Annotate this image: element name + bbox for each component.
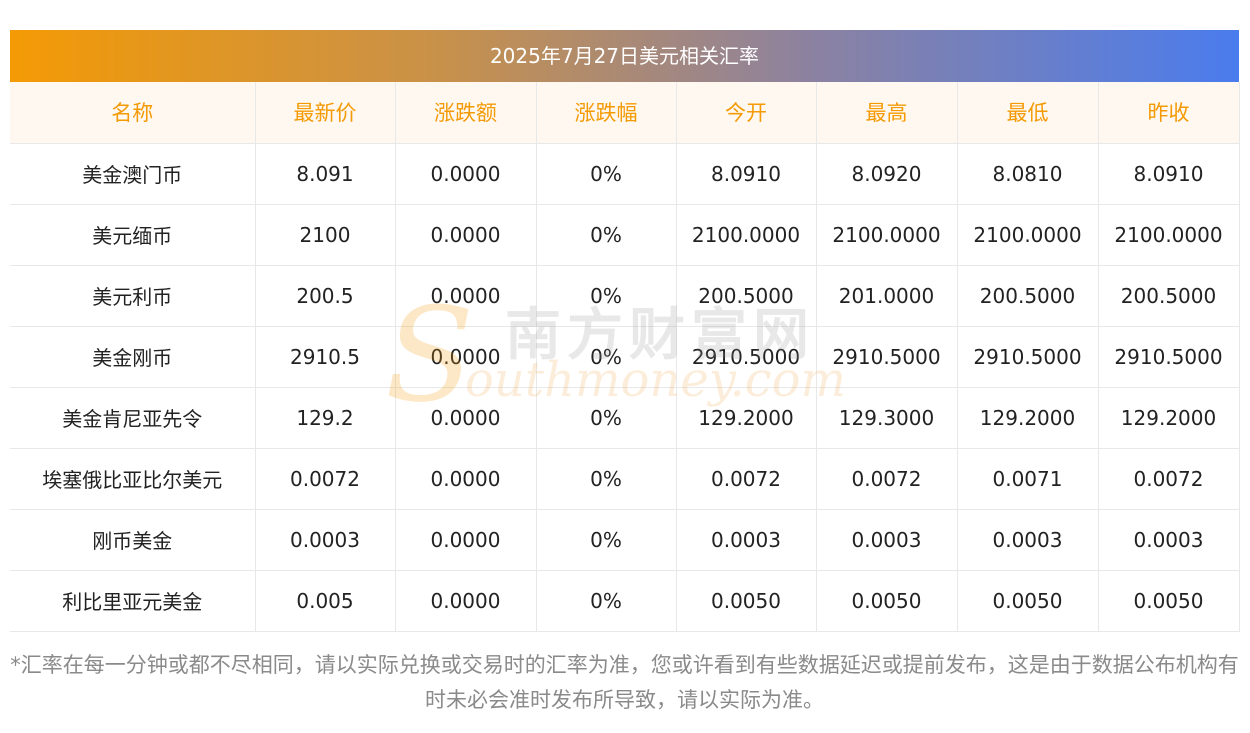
cell-prev-close: 8.0910 — [1098, 143, 1240, 205]
cell-prev-close: 0.0072 — [1098, 448, 1240, 510]
cell-name: 利比里亚元美金 — [10, 570, 256, 632]
cell-name: 埃塞俄比亚比尔美元 — [10, 448, 256, 510]
table-row: 埃塞俄比亚比尔美元 0.0072 0.0000 0% 0.0072 0.0072… — [10, 448, 1240, 510]
cell-change: 0.0000 — [395, 204, 537, 266]
cell-change: 0.0000 — [395, 387, 537, 449]
cell-name: 美元利币 — [10, 265, 256, 327]
cell-open: 0.0072 — [676, 448, 817, 510]
cell-change-pct: 0% — [536, 265, 677, 327]
cell-change: 0.0000 — [395, 143, 537, 205]
cell-low: 0.0071 — [957, 448, 1099, 510]
table-row: 美金肯尼亚先令 129.2 0.0000 0% 129.2000 129.300… — [10, 387, 1240, 449]
cell-high: 0.0072 — [816, 448, 958, 510]
cell-name: 美金澳门币 — [10, 143, 256, 205]
cell-prev-close: 0.0050 — [1098, 570, 1240, 632]
disclaimer-note: *汇率在每一分钟或都不尽相同，请以实际兑换或交易时的汇率为准，您或许看到有些数据… — [10, 653, 1239, 712]
cell-latest: 0.0072 — [255, 448, 396, 510]
cell-latest: 0.005 — [255, 570, 396, 632]
cell-latest: 8.091 — [255, 143, 396, 205]
cell-open: 8.0910 — [676, 143, 817, 205]
cell-high: 2100.0000 — [816, 204, 958, 266]
table-header-row: 名称 最新价 涨跌额 涨跌幅 今开 最高 最低 昨收 — [10, 82, 1240, 144]
cell-prev-close: 2100.0000 — [1098, 204, 1240, 266]
table-row: 美元利币 200.5 0.0000 0% 200.5000 201.0000 2… — [10, 265, 1240, 327]
cell-open: 0.0003 — [676, 509, 817, 571]
cell-latest: 2910.5 — [255, 326, 396, 388]
cell-prev-close: 0.0003 — [1098, 509, 1240, 571]
cell-change-pct: 0% — [536, 326, 677, 388]
table-row: 美金刚币 2910.5 0.0000 0% 2910.5000 2910.500… — [10, 326, 1240, 388]
cell-low: 200.5000 — [957, 265, 1099, 327]
cell-high: 129.3000 — [816, 387, 958, 449]
table-row: 美元缅币 2100 0.0000 0% 2100.0000 2100.0000 … — [10, 204, 1240, 266]
cell-name: 刚币美金 — [10, 509, 256, 571]
column-header-change-pct: 涨跌幅 — [536, 82, 677, 144]
cell-change-pct: 0% — [536, 570, 677, 632]
cell-low: 8.0810 — [957, 143, 1099, 205]
cell-high: 201.0000 — [816, 265, 958, 327]
column-header-latest: 最新价 — [255, 82, 396, 144]
column-header-prev-close: 昨收 — [1098, 82, 1240, 144]
cell-low: 0.0003 — [957, 509, 1099, 571]
table-row: 刚币美金 0.0003 0.0000 0% 0.0003 0.0003 0.00… — [10, 509, 1240, 571]
cell-change-pct: 0% — [536, 448, 677, 510]
cell-prev-close: 200.5000 — [1098, 265, 1240, 327]
cell-low: 129.2000 — [957, 387, 1099, 449]
table-title: 2025年7月27日美元相关汇率 — [10, 30, 1239, 82]
column-header-change: 涨跌额 — [395, 82, 537, 144]
cell-open: 200.5000 — [676, 265, 817, 327]
cell-open: 129.2000 — [676, 387, 817, 449]
cell-change-pct: 0% — [536, 204, 677, 266]
cell-change: 0.0000 — [395, 326, 537, 388]
column-header-high: 最高 — [816, 82, 958, 144]
cell-high: 8.0920 — [816, 143, 958, 205]
table-row: 利比里亚元美金 0.005 0.0000 0% 0.0050 0.0050 0.… — [10, 570, 1240, 632]
cell-high: 0.0050 — [816, 570, 958, 632]
cell-change-pct: 0% — [536, 143, 677, 205]
cell-prev-close: 2910.5000 — [1098, 326, 1240, 388]
column-header-low: 最低 — [957, 82, 1099, 144]
cell-latest: 2100 — [255, 204, 396, 266]
cell-low: 2100.0000 — [957, 204, 1099, 266]
rates-table: 名称 最新价 涨跌额 涨跌幅 今开 最高 最低 昨收 美金澳门币 8.091 0… — [10, 82, 1240, 632]
table-body: 美金澳门币 8.091 0.0000 0% 8.0910 8.0920 8.08… — [10, 143, 1240, 632]
cell-change: 0.0000 — [395, 509, 537, 571]
cell-high: 0.0003 — [816, 509, 958, 571]
cell-name: 美金肯尼亚先令 — [10, 387, 256, 449]
cell-open: 2910.5000 — [676, 326, 817, 388]
rates-panel: 2025年7月27日美元相关汇率 名称 最新价 涨跌额 涨跌幅 今开 最高 最低… — [10, 30, 1240, 632]
cell-name: 美金刚币 — [10, 326, 256, 388]
column-header-name: 名称 — [10, 82, 256, 144]
column-header-open: 今开 — [676, 82, 817, 144]
cell-change: 0.0000 — [395, 448, 537, 510]
cell-latest: 0.0003 — [255, 509, 396, 571]
cell-change-pct: 0% — [536, 387, 677, 449]
cell-latest: 200.5 — [255, 265, 396, 327]
cell-change-pct: 0% — [536, 509, 677, 571]
cell-change: 0.0000 — [395, 265, 537, 327]
cell-low: 2910.5000 — [957, 326, 1099, 388]
cell-prev-close: 129.2000 — [1098, 387, 1240, 449]
cell-open: 0.0050 — [676, 570, 817, 632]
cell-change: 0.0000 — [395, 570, 537, 632]
cell-open: 2100.0000 — [676, 204, 817, 266]
cell-name: 美元缅币 — [10, 204, 256, 266]
cell-latest: 129.2 — [255, 387, 396, 449]
cell-low: 0.0050 — [957, 570, 1099, 632]
table-row: 美金澳门币 8.091 0.0000 0% 8.0910 8.0920 8.08… — [10, 143, 1240, 205]
cell-high: 2910.5000 — [816, 326, 958, 388]
